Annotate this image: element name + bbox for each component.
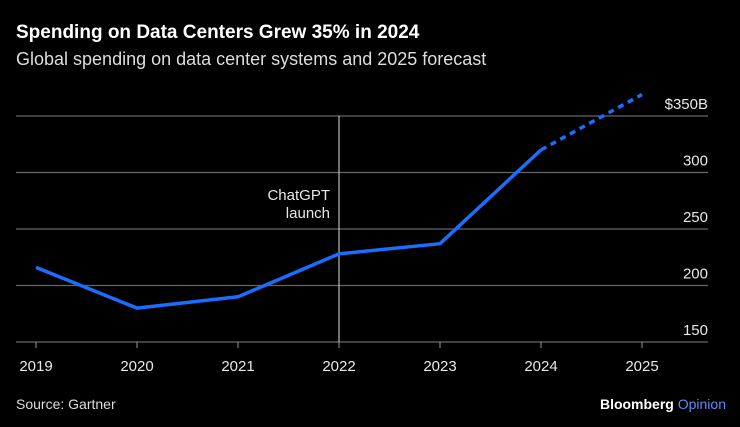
y-tick-label: 200 <box>683 266 708 283</box>
x-tick-label: 2024 <box>524 358 557 375</box>
x-tick-label: 2023 <box>423 358 456 375</box>
chart-title: Spending on Data Centers Grew 35% in 202… <box>16 22 420 43</box>
brand-logo: Bloomberg Opinion <box>599 396 726 412</box>
chart-subtitle: Global spending on data center systems a… <box>16 49 487 69</box>
x-tick-label: 2022 <box>322 358 355 375</box>
x-tick-label: 2021 <box>221 358 254 375</box>
x-tick-label: 2025 <box>625 358 658 375</box>
x-tick-label: 2020 <box>120 358 153 375</box>
annotation-label: ChatGPT <box>267 187 330 204</box>
series-line-forecast <box>540 92 643 152</box>
y-tick-label: 150 <box>683 322 708 339</box>
annotation-label: launch <box>286 205 330 222</box>
y-tick-label: 300 <box>683 153 708 170</box>
x-tick-label: 2019 <box>19 358 52 375</box>
y-tick-label: $350B <box>665 96 708 113</box>
source-note: Source: Gartner <box>16 396 116 412</box>
y-tick-label: 250 <box>683 209 708 226</box>
series-line-actual <box>35 148 543 310</box>
